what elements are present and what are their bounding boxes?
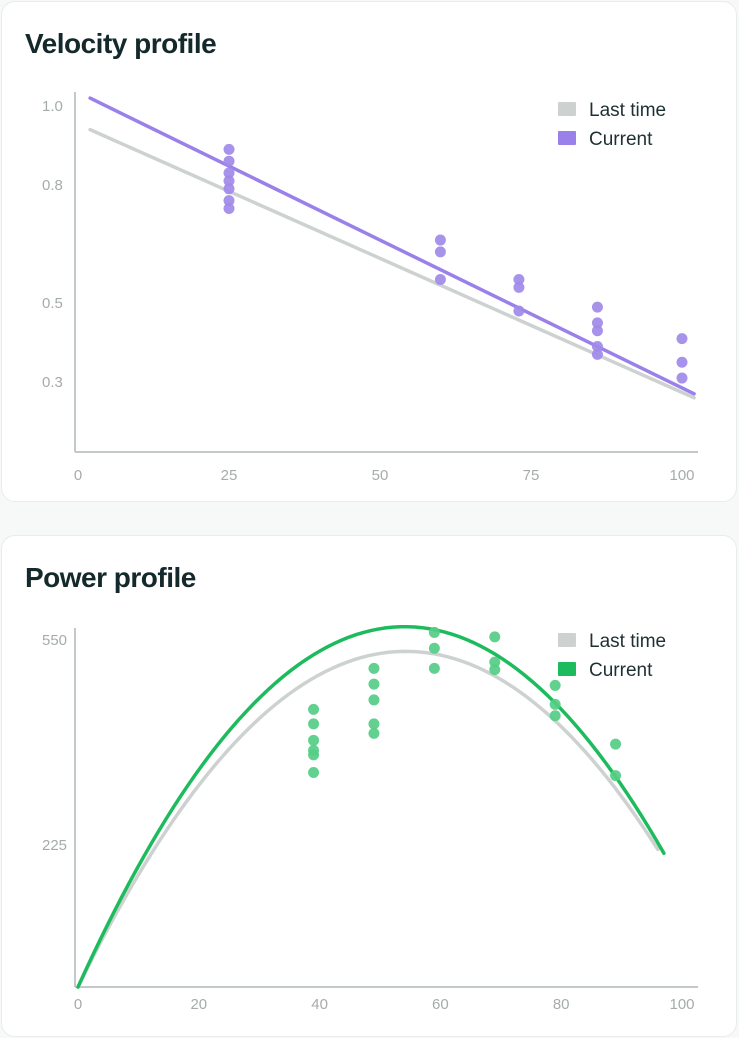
- x-tick-label: 25: [221, 467, 238, 484]
- legend-swatch: [558, 662, 576, 676]
- data-point: [489, 631, 501, 643]
- current-line: [76, 624, 666, 989]
- x-tick-label: 0: [74, 467, 82, 484]
- data-point: [591, 348, 603, 360]
- power-profile-chart: 225 550 0 20 40 60 80 100 Last time Current: [42, 624, 698, 1013]
- data-point: [591, 301, 603, 313]
- data-point: [223, 195, 235, 207]
- data-point: [368, 678, 380, 690]
- legend-label: Current: [589, 129, 653, 150]
- data-point: [610, 770, 622, 782]
- data-point: [308, 703, 320, 715]
- x-tick-label: 20: [190, 996, 207, 1013]
- data-point: [489, 664, 501, 676]
- data-point: [591, 325, 603, 337]
- data-point: [223, 175, 235, 187]
- power-chart-card: Power profile 225 550 0 20 40 60 80 100 Last tim…: [1, 535, 737, 1037]
- last-time-line: [88, 127, 696, 400]
- data-point: [676, 356, 688, 368]
- data-point: [591, 317, 603, 329]
- x-tick-label: 75: [523, 467, 540, 484]
- chart-title: Power profile: [25, 562, 196, 593]
- data-point: [434, 246, 446, 258]
- data-point: [610, 738, 622, 750]
- data-point: [308, 718, 320, 730]
- data-point: [549, 698, 561, 710]
- data-point: [368, 718, 380, 730]
- data-point: [591, 341, 603, 353]
- data-point: [223, 203, 235, 215]
- y-tick-label: 1.0: [42, 98, 63, 115]
- x-tick-label: 0: [74, 996, 82, 1013]
- data-point: [308, 766, 320, 778]
- x-tick-label: 40: [311, 996, 328, 1013]
- x-tick-label: 50: [372, 467, 389, 484]
- data-point: [368, 694, 380, 706]
- x-tick-label: 60: [432, 996, 449, 1013]
- y-tick-label: 225: [42, 837, 67, 854]
- data-point: [513, 281, 525, 293]
- data-point: [223, 143, 235, 155]
- chart-title: Velocity profile: [25, 28, 217, 59]
- data-point: [428, 642, 440, 654]
- data-point: [308, 734, 320, 746]
- data-point: [676, 333, 688, 345]
- legend-swatch: [558, 131, 576, 145]
- legend-swatch: [558, 102, 576, 116]
- legend-label: Current: [589, 660, 653, 681]
- data-point: [434, 234, 446, 246]
- y-tick-label: 550: [42, 632, 67, 649]
- data-point: [513, 305, 525, 317]
- data-point: [428, 662, 440, 674]
- y-tick-label: 0.8: [42, 177, 63, 194]
- velocity-chart-card: Velocity profile 0.3 0.5 0.8 1.0 0 25 50 75 100 L…: [1, 1, 737, 502]
- data-point: [308, 749, 320, 761]
- legend-label: Last time: [589, 100, 666, 121]
- data-point: [549, 710, 561, 722]
- x-tick-label: 100: [669, 996, 694, 1013]
- data-point: [549, 679, 561, 691]
- velocity-profile-chart: 0.3 0.5 0.8 1.0 0 25 50 75 100 Last time Current: [42, 92, 698, 484]
- legend-label: Last time: [589, 631, 666, 652]
- x-tick-label: 100: [669, 467, 694, 484]
- last-time-line: [76, 649, 660, 989]
- data-point: [223, 155, 235, 167]
- data-point: [223, 167, 235, 179]
- data-point: [368, 727, 380, 739]
- data-point: [434, 273, 446, 285]
- data-point: [489, 656, 501, 668]
- y-tick-label: 0.5: [42, 295, 63, 312]
- data-point: [676, 372, 688, 384]
- data-point: [223, 183, 235, 195]
- y-tick-label: 0.3: [42, 374, 63, 391]
- data-point: [368, 662, 380, 674]
- x-tick-label: 80: [553, 996, 570, 1013]
- legend-swatch: [558, 633, 576, 647]
- data-point: [513, 273, 525, 285]
- data-point: [428, 626, 440, 638]
